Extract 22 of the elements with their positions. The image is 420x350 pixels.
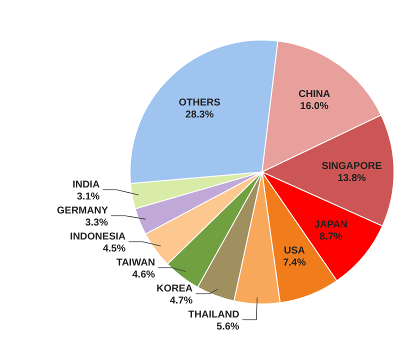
data-label: 4.5%: [102, 244, 126, 255]
slice-label: OTHERS: [178, 98, 221, 108]
data-label: 4.6%: [132, 270, 156, 281]
slice-label: CHINA: [298, 89, 330, 100]
data-label: 7.4%: [283, 258, 306, 269]
slice-label: JAPAN: [314, 219, 348, 230]
data-label: 28.3%: [185, 110, 214, 120]
slice-label: TAIWAN: [116, 258, 156, 269]
data-label: 16.0%: [300, 101, 329, 112]
slice-label: KOREA: [156, 284, 193, 295]
data-label: 4.7%: [170, 296, 193, 307]
slice-label: INDONESIA: [70, 232, 126, 243]
slice-label: SINGAPORE: [322, 160, 382, 172]
data-label: 8.7%: [320, 231, 342, 242]
slice-label: INDIA: [72, 180, 100, 191]
data-label: 3.1%: [76, 192, 100, 203]
slice-label: GERMANY: [56, 206, 108, 217]
slice-label: THAILAND: [188, 310, 240, 321]
data-label: 3.3%: [85, 218, 108, 229]
slice-label: USA: [284, 246, 306, 257]
data-label: 13.8%: [338, 172, 366, 184]
data-label: 5.6%: [216, 322, 240, 333]
